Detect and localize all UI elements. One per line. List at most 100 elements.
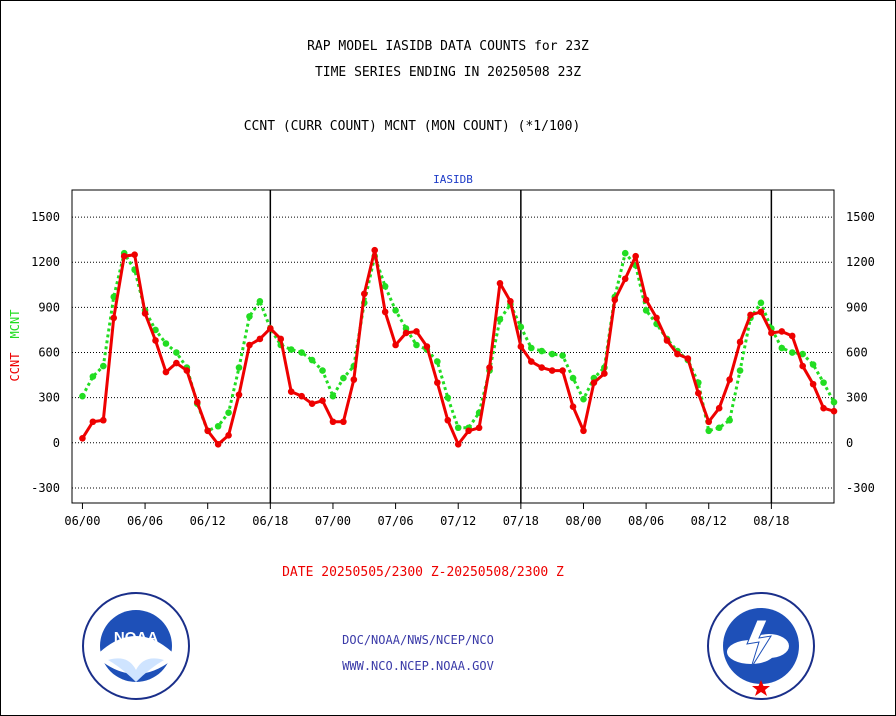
data-point-mcnt	[79, 392, 86, 400]
data-point-mcnt	[726, 416, 733, 424]
data-point-ccnt	[193, 398, 201, 406]
data-point-mcnt	[329, 392, 337, 400]
org-path-text: DOC/NOAA/NWS/NCEP/NCO	[342, 633, 494, 647]
data-point-ccnt	[454, 441, 462, 448]
data-point-ccnt	[89, 418, 97, 426]
data-point-mcnt	[820, 379, 827, 386]
data-point-ccnt	[235, 391, 243, 398]
data-point-ccnt	[79, 434, 86, 442]
data-point-ccnt	[475, 424, 483, 432]
y-tick-label-left: 900	[38, 300, 60, 314]
y-tick-label-left: 1500	[31, 210, 60, 224]
data-point-ccnt	[120, 252, 128, 260]
x-tick-label: 08/06	[628, 514, 664, 528]
data-point-ccnt	[267, 325, 274, 332]
data-point-ccnt	[517, 343, 525, 350]
data-point-ccnt	[486, 364, 493, 371]
y-tick-label-right: 900	[846, 300, 868, 314]
data-point-mcnt	[715, 424, 723, 432]
data-point-mcnt	[548, 350, 556, 358]
data-point-mcnt	[214, 422, 222, 430]
x-tick-label: 06/18	[252, 514, 288, 528]
data-point-mcnt	[527, 344, 535, 352]
data-point-mcnt	[454, 424, 462, 432]
data-point-mcnt	[830, 398, 838, 406]
data-point-ccnt	[601, 370, 608, 377]
data-point-mcnt	[308, 356, 316, 364]
data-point-mcnt	[381, 283, 389, 290]
data-point-mcnt	[705, 427, 713, 435]
data-point-mcnt	[809, 361, 817, 368]
x-tick-label: 07/18	[503, 514, 539, 528]
svg-text:NOAA: NOAA	[114, 629, 158, 646]
data-point-mcnt	[162, 340, 170, 347]
data-point-ccnt	[434, 379, 441, 386]
data-point-mcnt	[340, 374, 347, 382]
data-point-mcnt	[778, 344, 786, 352]
chart-subtitle: CCNT (CURR COUNT) MCNT (MON COUNT) (*1/1…	[243, 119, 581, 134]
data-point-ccnt	[371, 246, 379, 254]
data-point-ccnt	[173, 359, 180, 367]
x-tick-label: 08/12	[691, 514, 727, 528]
data-point-ccnt	[465, 427, 472, 435]
data-point-ccnt	[642, 296, 650, 304]
y-tick-label-left: 1200	[31, 255, 60, 269]
data-point-mcnt	[152, 326, 159, 334]
data-point-ccnt	[402, 329, 410, 337]
data-point-ccnt	[747, 311, 754, 319]
data-point-ccnt	[287, 388, 295, 395]
data-point-mcnt	[298, 349, 305, 356]
data-point-mcnt	[580, 395, 587, 403]
data-point-ccnt	[204, 427, 211, 435]
data-point-ccnt	[799, 362, 806, 370]
data-point-ccnt	[559, 367, 566, 374]
data-point-ccnt	[141, 310, 149, 317]
x-tick-label: 06/06	[127, 514, 163, 528]
data-point-mcnt	[246, 313, 253, 320]
data-point-mcnt	[642, 307, 650, 314]
x-tick-label: 06/12	[190, 514, 226, 528]
data-point-ccnt	[183, 367, 191, 374]
data-point-ccnt	[809, 380, 817, 388]
data-point-ccnt	[319, 397, 326, 404]
data-point-ccnt	[663, 337, 671, 344]
data-point-ccnt	[653, 314, 660, 322]
data-point-ccnt	[507, 298, 514, 305]
data-point-mcnt	[757, 299, 765, 307]
data-point-ccnt	[360, 290, 368, 298]
data-point-mcnt	[788, 349, 796, 356]
data-point-ccnt	[548, 367, 556, 374]
data-point-ccnt	[329, 418, 337, 426]
data-point-ccnt	[726, 376, 733, 383]
y-axis-label-ccnt: CCNT	[8, 353, 22, 382]
data-point-mcnt	[621, 249, 629, 257]
data-point-ccnt	[684, 355, 692, 362]
x-tick-label: 07/06	[378, 514, 414, 528]
data-point-mcnt	[402, 325, 410, 332]
data-point-ccnt	[820, 404, 827, 412]
data-point-ccnt	[611, 296, 619, 304]
x-tick-label: 06/00	[64, 514, 100, 528]
data-point-ccnt	[580, 427, 587, 435]
data-point-ccnt	[590, 379, 598, 386]
data-point-mcnt	[434, 358, 441, 365]
y-axis-label-mcnt: MCNT	[8, 310, 22, 339]
data-point-mcnt	[569, 374, 577, 382]
data-point-ccnt	[527, 358, 535, 365]
data-point-ccnt	[110, 314, 118, 322]
y-tick-label-right: 600	[846, 346, 868, 360]
data-point-ccnt	[674, 350, 681, 358]
x-tick-label: 08/00	[565, 514, 601, 528]
data-point-ccnt	[392, 341, 399, 349]
x-tick-label: 08/18	[753, 514, 789, 528]
data-point-ccnt	[538, 364, 546, 371]
chart-title-line-1: RAP MODEL IASIDB DATA COUNTS for 23Z	[307, 39, 589, 54]
noaa-logo: NOAA	[82, 592, 190, 700]
data-point-ccnt	[277, 335, 285, 343]
data-point-mcnt	[235, 364, 243, 371]
plot-title: IASIDB	[433, 173, 473, 186]
data-point-mcnt	[444, 394, 452, 401]
data-point-ccnt	[413, 328, 420, 335]
data-point-ccnt	[705, 418, 713, 426]
